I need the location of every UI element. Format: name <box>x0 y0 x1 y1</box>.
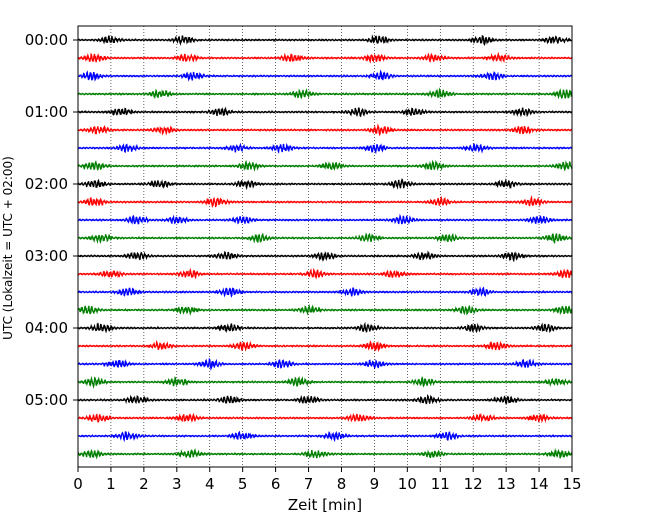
y-tick-label: 00:00 <box>25 31 68 49</box>
x-tick-label: 14 <box>530 475 549 493</box>
y-tick-label: 03:00 <box>25 247 68 265</box>
x-tick-label: 15 <box>562 475 581 493</box>
trace-0415 <box>77 339 573 353</box>
y-axis-ticks: 00:00 01:00 02:00 03:00 04:00 05:00 <box>25 31 78 409</box>
trace-0000 <box>77 34 573 47</box>
x-tick-label: 6 <box>271 475 281 493</box>
trace-0200 <box>77 177 573 191</box>
trace-0230 <box>77 213 573 225</box>
x-tick-label: 7 <box>304 475 314 493</box>
x-tick-label: 2 <box>139 475 149 493</box>
x-tick-label: 9 <box>370 475 380 493</box>
trace-0115 <box>77 123 573 137</box>
trace-0245 <box>77 232 573 245</box>
x-axis-label: Zeit [min] <box>288 496 362 514</box>
trace-0315 <box>77 267 573 280</box>
trace-0515 <box>77 412 573 424</box>
x-axis-ticks: 0 1 2 3 4 5 6 7 8 9 10 11 12 13 14 15 <box>73 467 582 493</box>
trace-0445 <box>77 375 573 389</box>
y-tick-label: 01:00 <box>25 103 68 121</box>
x-tick-label: 4 <box>205 475 215 493</box>
x-tick-label: 1 <box>106 475 116 493</box>
trace-0430 <box>77 357 573 371</box>
x-tick-label: 0 <box>73 475 83 493</box>
trace-0530 <box>77 430 573 443</box>
y-tick-label: 04:00 <box>25 319 68 337</box>
x-tick-label: 5 <box>238 475 248 493</box>
trace-0500 <box>77 394 573 405</box>
trace-0045 <box>77 87 573 100</box>
plot-frame <box>77 25 573 468</box>
trace-0215 <box>77 195 573 209</box>
x-tick-label: 3 <box>172 475 182 493</box>
trace-0345 <box>77 303 573 316</box>
x-tick-label: 12 <box>464 475 483 493</box>
trace-0100 <box>77 106 573 118</box>
trace-0545 <box>77 447 573 460</box>
trace-0030 <box>77 69 573 82</box>
x-tick-label: 11 <box>431 475 450 493</box>
trace-0300 <box>77 250 573 263</box>
grid-lines <box>110 26 540 467</box>
y-tick-label: 02:00 <box>25 175 68 193</box>
trace-0015 <box>77 51 573 64</box>
y-axis-label: UTC (Lokalzeit = UTC + 02:00) <box>1 156 15 340</box>
trace-0130 <box>77 142 573 155</box>
x-tick-label: 8 <box>337 475 347 493</box>
trace-0145 <box>77 159 573 172</box>
y-tick-label: 05:00 <box>25 391 68 409</box>
trace-lines <box>77 34 573 460</box>
x-tick-label: 13 <box>497 475 516 493</box>
trace-0400 <box>77 321 573 334</box>
trace-0330 <box>77 286 573 298</box>
x-tick-label: 10 <box>398 475 417 493</box>
